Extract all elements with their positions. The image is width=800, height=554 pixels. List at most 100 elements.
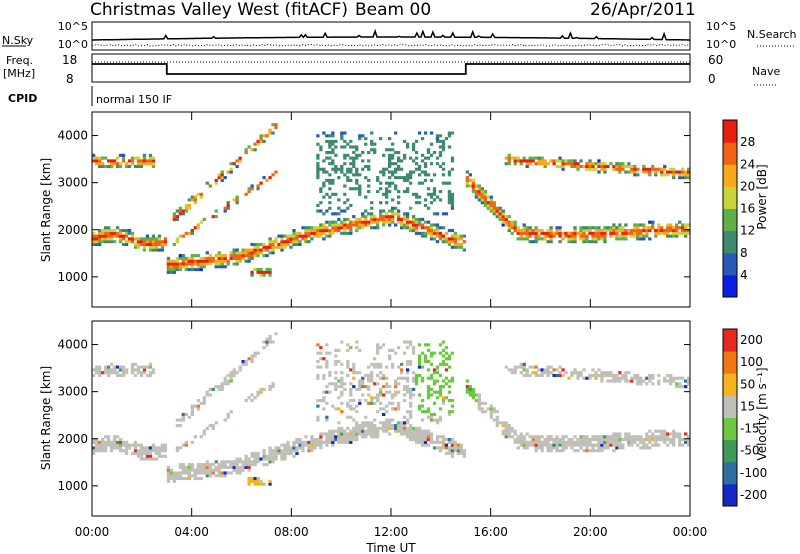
data-cell xyxy=(193,471,197,475)
data-cell xyxy=(561,167,565,171)
data-cell xyxy=(618,167,622,171)
data-cell xyxy=(501,220,505,224)
data-cell xyxy=(528,373,532,378)
data-cell xyxy=(438,418,443,422)
data-cell xyxy=(450,443,455,447)
data-cell xyxy=(603,446,607,450)
data-cell xyxy=(627,170,631,174)
data-cell xyxy=(438,407,443,411)
data-cell xyxy=(193,468,197,472)
data-cell xyxy=(465,390,470,394)
data-cell xyxy=(618,438,622,442)
data-cell xyxy=(552,159,556,163)
data-cell xyxy=(100,156,105,160)
data-cell xyxy=(346,170,350,174)
data-cell xyxy=(382,220,386,224)
data-cell xyxy=(268,385,272,389)
data-cell xyxy=(232,198,236,202)
data-cell xyxy=(178,254,182,258)
data-cell xyxy=(229,371,233,375)
data-cell xyxy=(346,401,350,405)
data-cell xyxy=(92,446,96,450)
data-cell xyxy=(118,240,123,244)
data-cell xyxy=(178,463,182,467)
data-cell xyxy=(145,159,150,163)
power-colorbar-label: Power [dB] xyxy=(755,164,769,229)
data-cell xyxy=(630,170,634,174)
data-cell xyxy=(477,190,481,194)
data-cell xyxy=(414,379,419,383)
data-cell xyxy=(618,229,622,233)
data-cell xyxy=(340,220,344,224)
data-cell xyxy=(280,234,284,238)
data-cell xyxy=(274,245,278,249)
data-cell xyxy=(331,443,335,447)
data-cell xyxy=(247,357,251,361)
data-cell xyxy=(588,231,592,235)
x-tick-label: 12:00 xyxy=(374,525,409,539)
data-cell xyxy=(480,190,484,194)
data-cell xyxy=(319,435,323,439)
data-cell xyxy=(382,343,386,347)
data-cell xyxy=(651,438,655,442)
data-cell xyxy=(591,164,595,169)
data-cell xyxy=(388,170,392,174)
data-cell xyxy=(268,449,272,453)
data-cell xyxy=(414,195,419,199)
data-cell xyxy=(115,443,120,447)
data-cell xyxy=(561,231,565,235)
data-cell xyxy=(247,190,251,194)
data-cell xyxy=(92,440,96,444)
data-cell xyxy=(202,256,206,260)
data-cell xyxy=(235,471,239,475)
data-cell xyxy=(370,435,374,439)
data-cell xyxy=(435,229,440,233)
data-cell xyxy=(666,373,670,378)
data-cell xyxy=(657,373,661,378)
data-cell xyxy=(627,229,631,233)
data-cell xyxy=(376,351,380,355)
data-cell xyxy=(549,237,553,241)
data-cell xyxy=(103,449,108,453)
data-cell xyxy=(181,209,185,213)
data-cell xyxy=(405,371,410,375)
data-cell xyxy=(277,449,281,453)
data-cell xyxy=(396,212,401,216)
data-cell xyxy=(555,435,559,439)
data-cell xyxy=(402,399,407,403)
data-cell xyxy=(334,371,338,375)
data-cell xyxy=(121,368,126,372)
data-cell xyxy=(615,162,619,166)
data-cell xyxy=(672,432,676,436)
data-cell xyxy=(534,371,538,375)
data-cell xyxy=(408,170,413,174)
data-cell xyxy=(325,178,329,182)
data-cell xyxy=(513,226,517,230)
data-cell xyxy=(229,162,233,166)
data-cell xyxy=(271,385,275,389)
data-cell xyxy=(672,176,676,180)
data-cell xyxy=(175,215,180,219)
data-cell xyxy=(585,229,589,233)
data-cell xyxy=(352,223,356,227)
data-cell xyxy=(94,449,99,453)
data-cell xyxy=(310,446,314,450)
data-cell xyxy=(244,254,248,258)
data-cell xyxy=(214,215,218,219)
data-cell xyxy=(247,468,251,472)
data-cell xyxy=(229,167,233,171)
data-cell xyxy=(271,457,275,461)
data-cell xyxy=(417,360,422,364)
data-cell xyxy=(624,164,628,169)
data-cell xyxy=(519,435,523,439)
data-cell xyxy=(331,167,335,171)
data-cell xyxy=(133,446,138,450)
data-cell xyxy=(441,212,446,216)
data-cell xyxy=(115,373,120,378)
data-cell xyxy=(438,373,443,378)
data-cell xyxy=(549,231,553,235)
data-cell xyxy=(346,217,350,221)
nsky-label: N.Sky xyxy=(2,34,34,47)
data-cell xyxy=(268,337,272,341)
data-cell xyxy=(405,379,410,383)
